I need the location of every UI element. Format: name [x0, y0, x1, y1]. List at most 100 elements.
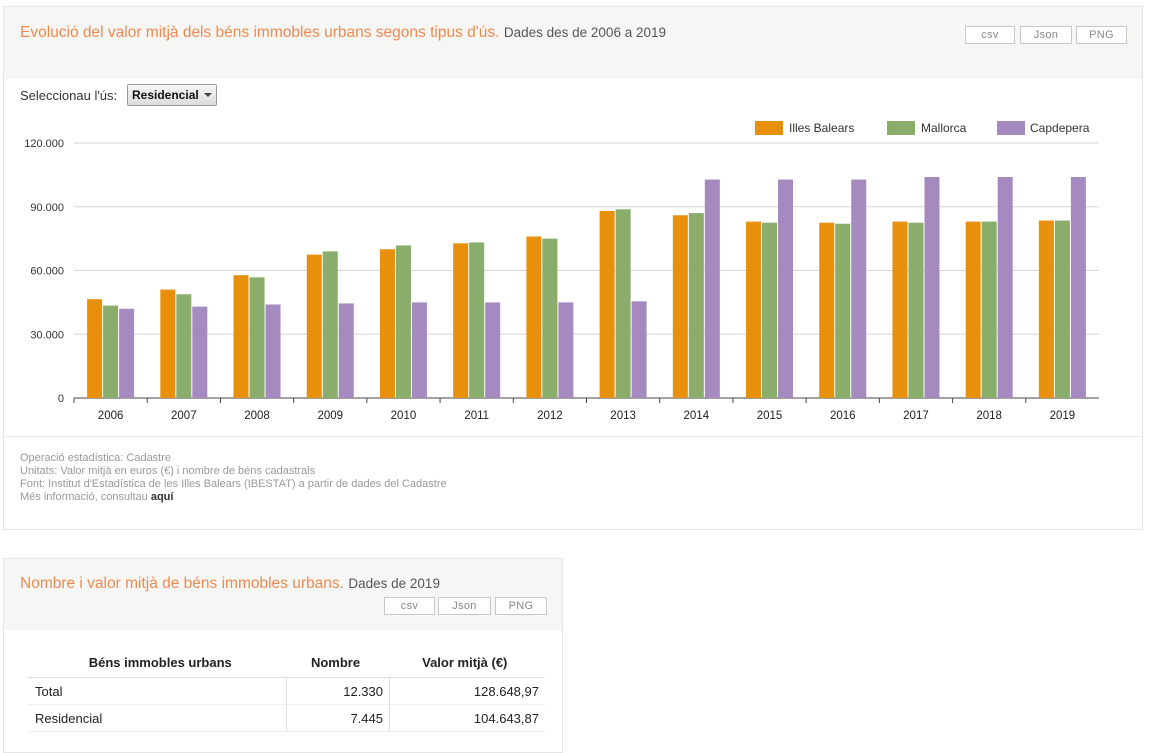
bar-mallorca[interactable]: [249, 277, 265, 398]
bar-capdepera[interactable]: [485, 302, 501, 398]
bar-illes-balears[interactable]: [526, 236, 542, 399]
table-cell-nombre: 12.330: [286, 677, 390, 705]
bar-illes-balears[interactable]: [160, 289, 176, 398]
table-cell-valor: 104.643,87: [389, 704, 545, 732]
bar-mallorca[interactable]: [981, 221, 997, 398]
table-cell-valor: 128.648,97: [389, 677, 545, 705]
chart-csv-button[interactable]: csv: [965, 26, 1015, 44]
bar-illes-balears[interactable]: [233, 275, 249, 398]
bar-capdepera[interactable]: [119, 308, 135, 398]
bar-illes-balears[interactable]: [87, 299, 103, 398]
bar-mallorca[interactable]: [469, 242, 485, 398]
bar-illes-balears[interactable]: [965, 221, 981, 398]
chart-panel: Evolució del valor mitjà dels béns immob…: [3, 6, 1143, 530]
legend-swatch-mallorca: [887, 121, 915, 135]
table-csv-button[interactable]: csv: [384, 597, 435, 615]
bar-illes-balears[interactable]: [672, 215, 688, 398]
table-header-bens: Béns immobles urbans: [28, 648, 287, 678]
bar-capdepera[interactable]: [851, 179, 867, 398]
chart-json-button[interactable]: Json: [1020, 26, 1072, 44]
table-header-row: Béns immobles urbans Nombre Valor mitjà …: [28, 648, 545, 678]
bar-illes-balears[interactable]: [306, 254, 322, 398]
bar-illes-balears[interactable]: [746, 221, 762, 398]
bar-mallorca[interactable]: [395, 245, 411, 398]
y-tick-label: 30.000: [30, 329, 64, 341]
x-tick-label: 2006: [98, 410, 124, 422]
legend-label-mallorca[interactable]: Mallorca: [921, 121, 967, 135]
table-title-sub: Dades de 2019: [348, 576, 440, 591]
bar-capdepera[interactable]: [558, 302, 574, 398]
table-cell-label: Residencial: [28, 704, 287, 732]
table-header-nombre: Nombre: [286, 648, 390, 678]
bar-mallorca[interactable]: [176, 294, 192, 398]
more-info-link[interactable]: aquí: [150, 491, 174, 503]
bar-illes-balears[interactable]: [453, 243, 469, 398]
table-cell-nombre: 7.445: [286, 704, 390, 732]
bar-capdepera[interactable]: [704, 179, 720, 398]
bar-capdepera[interactable]: [778, 179, 794, 398]
chart-title-sub: Dades des de 2006 a 2019: [503, 25, 666, 40]
chart-title-main: Evolució del valor mitjà dels béns immob…: [20, 24, 500, 41]
bar-mallorca[interactable]: [1054, 220, 1070, 398]
chart-panel-header: Evolució del valor mitjà dels béns immob…: [4, 7, 1142, 79]
legend-swatch-illes-balears: [755, 121, 783, 135]
bar-capdepera[interactable]: [265, 304, 281, 399]
footer-divider: [4, 436, 1142, 437]
table-row: Total 12.330 128.648,97: [28, 677, 545, 705]
table-row: Residencial 7.445 104.643,87: [28, 704, 545, 732]
legend-label-illes-balears[interactable]: Illes Balears: [789, 121, 855, 135]
use-selector-value: Residencial: [132, 88, 199, 102]
y-tick-label: 90.000: [30, 202, 64, 214]
x-tick-label: 2017: [903, 410, 929, 422]
bar-mallorca[interactable]: [688, 213, 704, 398]
table-header-valor: Valor mitjà (€): [389, 648, 545, 678]
x-tick-label: 2012: [537, 410, 563, 422]
x-tick-label: 2016: [830, 410, 856, 422]
bar-illes-balears[interactable]: [819, 222, 835, 398]
bar-capdepera[interactable]: [631, 301, 647, 398]
table-png-button[interactable]: PNG: [495, 597, 547, 615]
x-tick-label: 2013: [610, 410, 636, 422]
y-tick-label: 120.000: [24, 138, 64, 150]
note-unitats: Unitats: Valor mitjà en euros (€) i nomb…: [20, 465, 316, 477]
chart-title: Evolució del valor mitjà dels béns immob…: [20, 24, 666, 42]
use-selector-label: Seleccionau l'ús:: [20, 88, 118, 103]
use-selector-dropdown[interactable]: Residencial: [127, 84, 217, 106]
bar-mallorca[interactable]: [542, 238, 558, 398]
x-tick-label: 2014: [684, 410, 710, 422]
note-operacio: Operació estadística: Cadastre: [20, 452, 172, 464]
note-font: Font: Institut d'Estadística de les Ille…: [20, 478, 447, 490]
bar-capdepera[interactable]: [997, 177, 1013, 398]
x-tick-label: 2008: [244, 410, 270, 422]
bar-illes-balears[interactable]: [599, 211, 615, 398]
x-tick-label: 2019: [1050, 410, 1076, 422]
bar-illes-balears[interactable]: [892, 221, 908, 398]
x-tick-label: 2011: [464, 410, 489, 422]
chart-png-button[interactable]: PNG: [1076, 26, 1127, 44]
x-tick-label: 2007: [171, 410, 197, 422]
bar-illes-balears[interactable]: [379, 249, 395, 398]
table-json-button[interactable]: Json: [438, 597, 491, 615]
chevron-down-icon: [204, 93, 212, 97]
bar-capdepera[interactable]: [338, 303, 354, 398]
bar-illes-balears[interactable]: [1038, 220, 1054, 398]
legend-label-capdepera[interactable]: Capdepera: [1030, 121, 1090, 135]
table-panel-header: Nombre i valor mitjà de béns immobles ur…: [4, 559, 562, 630]
x-tick-label: 2015: [757, 410, 783, 422]
bar-mallorca[interactable]: [762, 222, 778, 398]
table-cell-label: Total: [28, 677, 287, 705]
y-tick-label: 60.000: [30, 266, 64, 278]
bar-mallorca[interactable]: [322, 251, 338, 398]
bar-mallorca[interactable]: [103, 305, 119, 398]
bar-capdepera[interactable]: [924, 177, 940, 398]
bar-capdepera[interactable]: [1070, 177, 1086, 398]
table-title-main: Nombre i valor mitjà de béns immobles ur…: [20, 575, 344, 592]
bar-mallorca[interactable]: [615, 209, 631, 398]
x-tick-label: 2010: [391, 410, 417, 422]
bar-capdepera[interactable]: [411, 302, 427, 398]
bar-mallorca[interactable]: [835, 223, 851, 398]
legend-swatch-capdepera: [997, 121, 1025, 135]
bar-mallorca[interactable]: [908, 222, 924, 398]
data-table: Béns immobles urbans Nombre Valor mitjà …: [28, 648, 545, 732]
bar-capdepera[interactable]: [192, 306, 208, 398]
